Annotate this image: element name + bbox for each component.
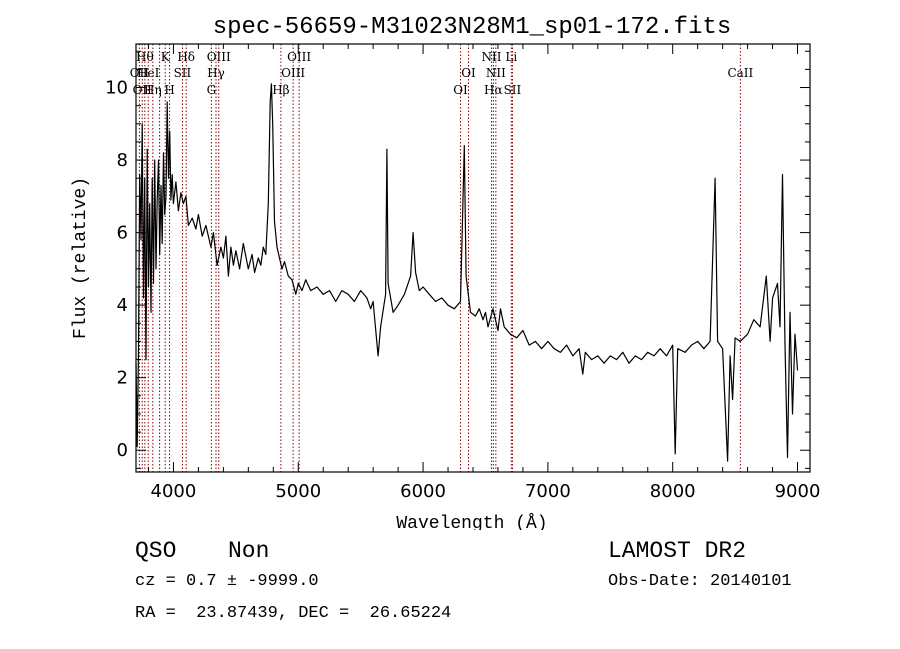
line-marker-label: OII	[133, 83, 153, 97]
y-axis-label: Flux (relative)	[71, 177, 91, 339]
survey-name: LAMOST DR2	[608, 538, 747, 564]
line-marker-label: OI	[461, 66, 476, 80]
plot-axes: 4000 5000 6000 7000 8000 9000 0 2 4 6 8 10	[105, 43, 821, 502]
spectrum-chart: spec-56659-M31023N28M1_sp01-172.fits Flu…	[71, 14, 821, 530]
x-tick-label: 4000	[151, 481, 197, 502]
line-marker-label: Hα	[484, 83, 503, 97]
x-tick-label: 8000	[650, 481, 696, 502]
line-marker-label: G	[207, 83, 217, 97]
line-marker-label: K	[161, 50, 171, 64]
object-subclass: Non	[228, 538, 270, 564]
line-marker-label: H	[164, 83, 174, 97]
x-tick-label: 5000	[275, 481, 321, 502]
line-marker-label: HeI	[137, 66, 160, 80]
y-tick-label: 6	[117, 223, 128, 244]
y-tick-label: 4	[117, 295, 128, 316]
line-marker-label: OIII	[207, 50, 231, 64]
y-tick-label: 0	[117, 440, 128, 461]
line-marker-label: NII	[486, 66, 506, 80]
redshift-line: cz = 0.7 ± -9999.0	[135, 572, 319, 591]
x-tick-label: 9000	[775, 481, 821, 502]
line-marker-label: Hη	[144, 83, 162, 97]
object-class: QSO	[135, 538, 177, 564]
line-marker-label: SII	[504, 83, 522, 97]
line-marker-label: OIII	[287, 50, 311, 64]
y-tick-label: 8	[117, 150, 128, 171]
spectral-line-labels: OIIOIIHθHeIHηKHSIIHδGHγOIIIHβOIIIOIIIOIO…	[130, 50, 754, 97]
observation-date: Obs-Date: 20140101	[608, 572, 792, 591]
line-marker-label: Hγ	[207, 66, 225, 80]
coordinates: RA = 23.87439, DEC = 26.65224	[135, 604, 452, 623]
line-marker-label: Hθ	[136, 50, 154, 64]
line-marker-label: Hδ	[177, 50, 195, 64]
line-marker-label: OII	[130, 66, 150, 80]
x-tick-label: 6000	[400, 481, 446, 502]
flux-line	[135, 83, 799, 462]
x-tick-label: 7000	[525, 481, 571, 502]
line-marker-label: Li	[505, 50, 517, 64]
y-tick-label: 2	[117, 368, 128, 389]
line-marker-label: NII	[481, 50, 501, 64]
line-marker-label: CaII	[727, 66, 753, 80]
line-marker-label: OIII	[281, 66, 305, 80]
flux-series	[135, 83, 799, 462]
x-axis-label: Wavelength (Å)	[396, 513, 547, 530]
y-tick-label: 10	[105, 78, 128, 99]
chart-title: spec-56659-M31023N28M1_sp01-172.fits	[213, 14, 731, 41]
line-marker-label: OI	[453, 83, 468, 97]
line-marker-label: SII	[174, 66, 192, 80]
line-marker-label: Hβ	[272, 83, 289, 97]
spectral-line-markers	[138, 44, 741, 472]
